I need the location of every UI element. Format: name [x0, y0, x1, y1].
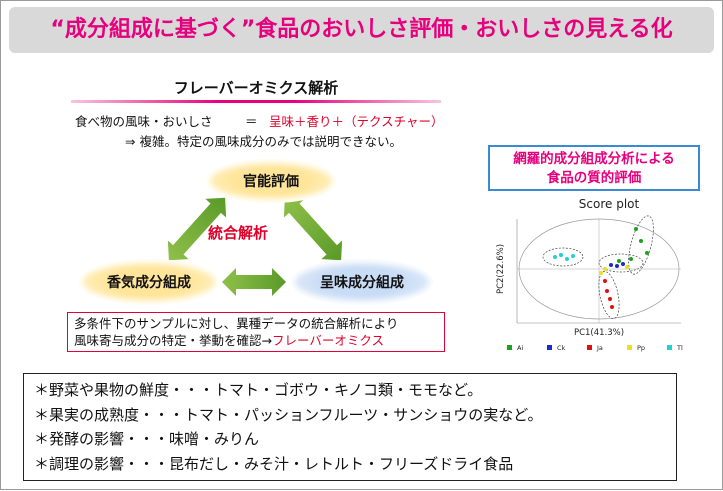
legend-label-ja: Ja: [596, 344, 603, 352]
comprehensive-line-1: 網羅的成分組成分析による: [513, 151, 675, 167]
legend-swatch-ck: [547, 345, 552, 350]
point-tl: [559, 253, 563, 257]
point-pp: [599, 271, 603, 275]
example-fermentation: ＊発酵の影響・・・味噌・みりん: [34, 430, 260, 448]
point-ai: [617, 259, 621, 263]
point-ck: [615, 264, 619, 268]
example-ripeness: ＊果実の成熟度・・・トマト・パッションフルーツ・サンショウの実など。: [34, 405, 543, 424]
aroma-composition-node: 香気成分組成: [79, 259, 219, 305]
description-line-2-text: 風味寄与成分の特定・挙動を確認→: [74, 333, 272, 348]
comprehensive-line-2: 食品の質的評価: [546, 170, 642, 186]
x-axis-label: PC1(41.3%): [574, 328, 624, 338]
legend-swatch-ja: [587, 345, 592, 350]
integrated-analysis-label: 統合解析: [208, 224, 269, 242]
confidence-ellipse: [518, 218, 680, 320]
arrow-horizontal: [222, 268, 286, 296]
description-line-2: 風味寄与成分の特定・挙動を確認→フレーバーオミクス: [74, 332, 438, 349]
y-axis-label: PC2(22.6%): [496, 244, 506, 294]
example-freshness: ＊野菜や果物の鮮度・・・トマト・ゴボウ・キノコ類・モモなど。: [34, 381, 483, 399]
comprehensive-analysis-box: 網羅的成分組成分析による 食品の質的評価: [488, 145, 700, 191]
sensory-evaluation-node: 官能評価: [206, 159, 336, 203]
taste-composition-node: 呈味成分組成: [291, 259, 433, 305]
point-ai: [629, 257, 633, 261]
legend-label-ai: Ai: [517, 344, 523, 352]
point-tl: [553, 255, 557, 259]
point-ai: [645, 251, 649, 255]
plot-points: [553, 227, 649, 309]
legend-swatch-pp: [627, 345, 632, 350]
section-heading: フレーバーオミクス解析: [173, 79, 339, 97]
flavoromics-term: フレーバーオミクス: [271, 333, 384, 348]
example-cooking: ＊調理の影響・・・昆布だし・みそ汁・レトルト・フリーズドライ食品: [34, 454, 514, 473]
point-tl: [571, 254, 575, 258]
flavor-formula: 食べ物の風味・おいしさ ＝ 呈味＋香り＋（テクスチャー）: [75, 111, 444, 130]
page-title: “成分組成に基づく”食品のおいしさ評価・おいしさの見える化: [50, 17, 673, 42]
cluster-ai: [628, 215, 654, 275]
point-ja: [605, 289, 609, 293]
application-examples-box: ＊野菜や果物の鮮度・・・トマト・ゴボウ・キノコ類・モモなど。 ＊果実の成熟度・・…: [23, 373, 677, 481]
point-ai: [639, 239, 643, 243]
point-ja: [610, 305, 614, 309]
formula-equals: ＝: [245, 114, 258, 129]
point-ck: [609, 263, 613, 267]
heading-underline: [71, 100, 441, 103]
score-plot: PC1(41.3%) PC2(22.6%) Ai Ck Ja Pp Tl: [496, 215, 683, 352]
cluster-ck: [598, 253, 644, 273]
score-plot-title: Score plot: [578, 197, 640, 211]
formula-lhs: 食べ物の風味・おいしさ: [75, 114, 213, 129]
legend: Ai Ck Ja Pp Tl: [507, 344, 683, 352]
point-ja: [608, 297, 612, 301]
point-tl: [565, 257, 569, 261]
legend-label-pp: Pp: [637, 344, 645, 352]
integration-description-box: 多条件下のサンプルに対し、異種データの統合解析により 風味寄与成分の特定・挙動を…: [67, 312, 445, 352]
formula-rhs: 呈味＋香り＋（テクスチャー）: [269, 114, 444, 129]
legend-label-ck: Ck: [557, 344, 566, 352]
point-ja: [603, 279, 607, 283]
point-pp: [625, 265, 629, 269]
complexity-note: ⇒ 複雑。特定の風味成分のみでは説明できない。: [125, 134, 402, 149]
point-ck: [621, 262, 625, 266]
cluster-tl: [542, 247, 584, 267]
legend-swatch-ai: [507, 345, 512, 350]
legend-label-tl: Tl: [676, 344, 683, 352]
title-banner: “成分組成に基づく”食品のおいしさ評価・おいしさの見える化: [9, 7, 714, 53]
point-pp: [603, 267, 607, 271]
point-ai: [634, 227, 638, 231]
description-line-1: 多条件下のサンプルに対し、異種データの統合解析により: [74, 316, 399, 331]
cluster-ja: [598, 271, 620, 319]
legend-swatch-tl: [667, 345, 672, 350]
